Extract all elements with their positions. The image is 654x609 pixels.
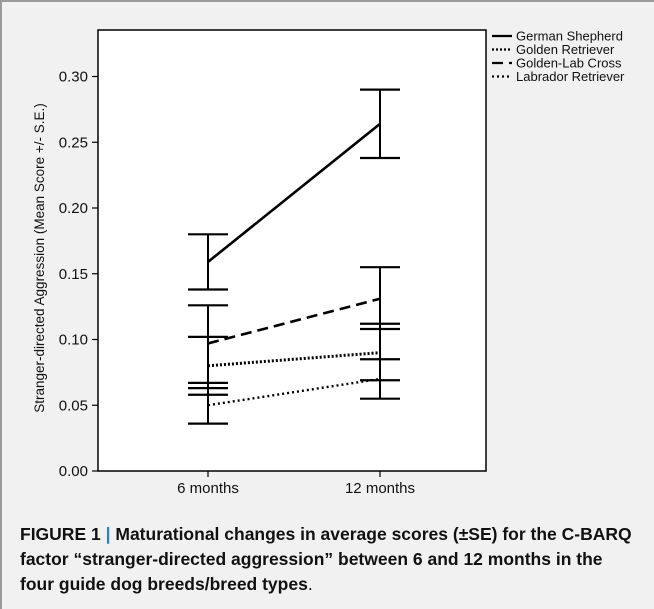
series-line xyxy=(207,351,381,368)
series-golden-lab-cross xyxy=(188,266,400,384)
legend-label: Golden-Lab Cross xyxy=(516,56,622,71)
x-axis-ticks: 6 months 12 months xyxy=(177,471,415,497)
caption-text: Maturational changes in average scores (… xyxy=(20,524,632,594)
y-tick-label: 0.00 xyxy=(59,463,88,480)
y-tick-label: 0.25 xyxy=(59,134,88,151)
caption-separator: | xyxy=(105,524,111,544)
y-axis-ticks: 0.00 0.05 0.10 0.15 0.20 0.25 0.30 xyxy=(59,69,98,480)
y-axis-title: Stranger-directed Aggression (Mean Score… xyxy=(32,103,47,413)
y-tick-label: 0.15 xyxy=(59,266,88,283)
legend-label: German Shepherd xyxy=(516,29,623,44)
plot-area xyxy=(97,29,487,472)
series-layer xyxy=(188,88,400,425)
series-labrador-retriever xyxy=(188,358,400,425)
series-line xyxy=(207,122,381,263)
y-tick-label: 0.10 xyxy=(59,332,88,349)
figure-caption: FIGURE 1 | Maturational changes in avera… xyxy=(20,522,640,597)
chart: Stranger-directed Aggression (Mean Score… xyxy=(32,29,625,498)
series-line xyxy=(207,377,381,407)
series-line xyxy=(207,297,381,345)
x-tick-label: 6 months xyxy=(177,480,239,497)
y-tick-label: 0.20 xyxy=(59,200,88,217)
y-tick-label: 0.30 xyxy=(59,69,88,86)
caption-end: . xyxy=(307,574,313,594)
series-german-shepherd xyxy=(188,88,400,291)
x-tick-label: 12 months xyxy=(345,480,415,497)
legend-label: Labrador Retriever xyxy=(516,69,625,84)
caption-label: FIGURE 1 xyxy=(20,524,101,544)
y-tick-label: 0.05 xyxy=(59,397,88,414)
legend-label: Golden Retriever xyxy=(516,42,615,57)
